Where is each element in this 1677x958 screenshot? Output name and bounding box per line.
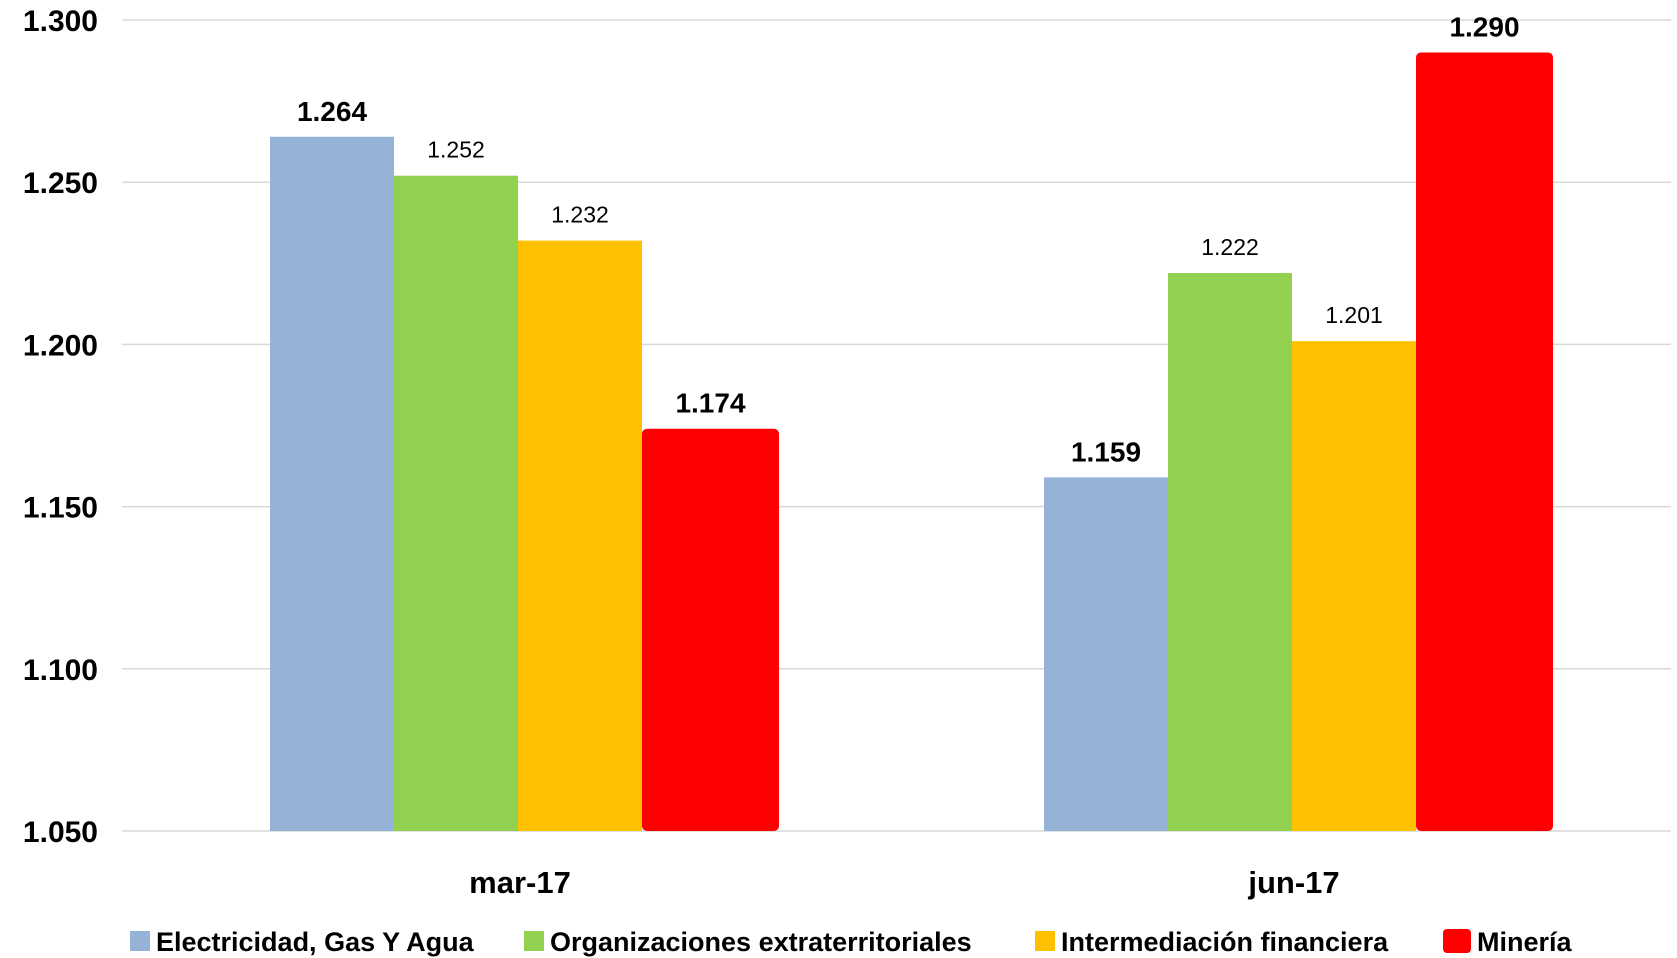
bar xyxy=(1416,52,1553,831)
data-label: 1.264 xyxy=(297,96,367,127)
data-label: 1.252 xyxy=(427,137,485,163)
legend-label: Minería xyxy=(1477,927,1573,957)
bar xyxy=(642,428,779,831)
legend-swatch xyxy=(130,931,150,951)
x-tick-label: mar-17 xyxy=(469,865,571,900)
bar xyxy=(518,240,642,832)
x-tick-label: jun-17 xyxy=(1247,865,1339,900)
legend-label: Intermediación financiera xyxy=(1061,927,1389,957)
data-label: 1.290 xyxy=(1449,11,1519,42)
data-label: 1.174 xyxy=(675,388,745,419)
data-label: 1.232 xyxy=(551,202,609,228)
bar xyxy=(394,175,518,831)
bar xyxy=(270,136,394,831)
y-tick-label: 1.200 xyxy=(23,329,98,362)
y-tick-label: 1.300 xyxy=(23,5,98,38)
legend-swatch xyxy=(524,931,544,951)
data-label: 1.201 xyxy=(1325,302,1383,328)
bar xyxy=(1168,273,1292,832)
legend-swatch xyxy=(1035,931,1055,951)
legend-label: Electricidad, Gas Y Agua xyxy=(156,927,475,957)
data-label: 1.222 xyxy=(1201,234,1259,260)
y-tick-label: 1.050 xyxy=(23,816,98,849)
legend-label: Organizaciones extraterritoriales xyxy=(550,927,972,957)
legend-swatch xyxy=(1443,929,1471,953)
y-tick-label: 1.150 xyxy=(23,492,98,525)
bar xyxy=(1044,477,1168,831)
y-tick-label: 1.100 xyxy=(23,654,98,687)
data-label: 1.159 xyxy=(1071,436,1141,467)
y-tick-label: 1.250 xyxy=(23,167,98,200)
bar xyxy=(1292,341,1416,831)
